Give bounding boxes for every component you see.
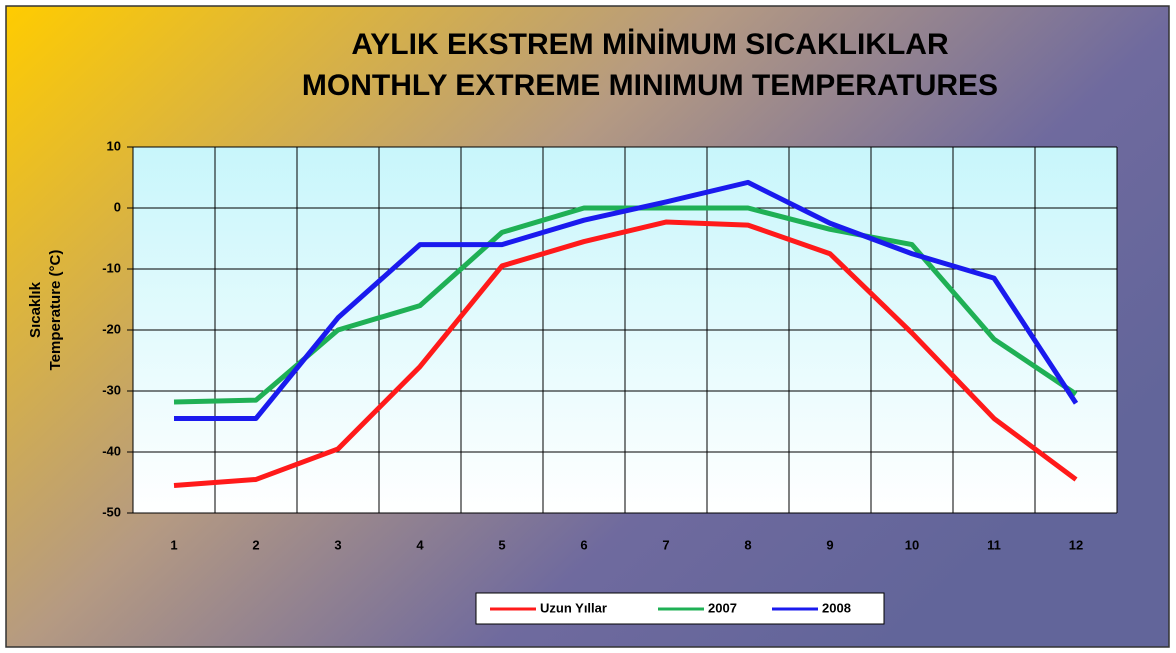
y-tick-label: -30 xyxy=(102,382,121,397)
legend-label: 2008 xyxy=(822,600,851,615)
line-series xyxy=(174,179,1079,421)
chart-title: AYLIK EKSTREM MİNİMUM SICAKLIKLAR xyxy=(351,28,949,61)
y-axis-label: Temperature (°C) xyxy=(47,250,64,371)
x-tick-label: 6 xyxy=(580,537,587,552)
x-tick-label: 9 xyxy=(826,537,833,552)
x-tick-label: 4 xyxy=(416,537,424,552)
x-tick-label: 8 xyxy=(744,537,751,552)
y-tick-label: -50 xyxy=(102,504,121,519)
x-tick-label: 2 xyxy=(252,537,259,552)
y-axis-label: Sıcaklık xyxy=(27,281,44,338)
y-tick-label: 0 xyxy=(114,199,121,214)
x-tick-label: 5 xyxy=(498,537,505,552)
y-tick-label: -40 xyxy=(102,443,121,458)
x-tick-label: 7 xyxy=(662,537,669,552)
x-tick-label: 3 xyxy=(334,537,341,552)
x-tick-label: 1 xyxy=(170,537,177,552)
legend-label: 2007 xyxy=(708,600,737,615)
x-tick-label: 12 xyxy=(1069,537,1083,552)
line-series xyxy=(173,219,1078,489)
x-tick-label: 10 xyxy=(905,537,919,552)
x-tick-label: 11 xyxy=(987,537,1001,552)
legend-label: Uzun Yıllar xyxy=(540,600,607,615)
y-tick-label: -20 xyxy=(102,321,121,336)
y-tick-label: -10 xyxy=(102,260,121,275)
y-tick-label: 10 xyxy=(107,138,121,153)
chart-title: MONTHLY EXTREME MINIMUM TEMPERATURES xyxy=(302,69,998,102)
